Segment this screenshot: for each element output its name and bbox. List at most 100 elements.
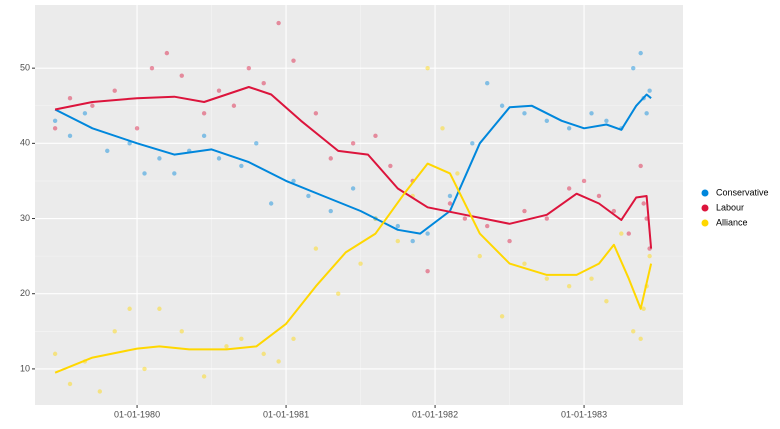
data-point (112, 329, 117, 334)
legend-label: Conservative (716, 187, 769, 197)
data-point (455, 171, 460, 176)
data-point (425, 231, 430, 236)
data-point (52, 126, 58, 131)
data-point (164, 50, 170, 56)
data-point (261, 80, 266, 86)
data-point (254, 141, 259, 146)
data-point (276, 20, 281, 26)
data-point (641, 201, 646, 206)
data-point (395, 223, 401, 229)
data-point (105, 148, 110, 154)
data-point (631, 329, 636, 334)
y-tick-label: 40 (20, 138, 30, 148)
data-point (410, 238, 415, 244)
data-point (328, 156, 333, 161)
data-point (67, 381, 73, 387)
data-point (638, 163, 643, 169)
data-point (447, 201, 453, 206)
data-point (231, 103, 237, 108)
data-point (522, 208, 527, 214)
x-tick-label: 01-01-1983 (561, 409, 607, 419)
legend-marker (701, 189, 709, 197)
data-point (447, 193, 453, 199)
data-point (157, 306, 162, 311)
data-point (641, 306, 646, 311)
data-point (239, 163, 244, 169)
data-point (276, 359, 281, 364)
data-point (201, 374, 207, 379)
data-point (179, 73, 184, 78)
data-point (566, 284, 572, 289)
data-point (544, 118, 550, 123)
y-tick-label: 30 (20, 213, 30, 223)
data-point (499, 103, 505, 108)
x-tick-label: 01-01-1981 (263, 409, 309, 419)
data-point (440, 126, 445, 131)
data-point (566, 126, 572, 131)
data-point (611, 208, 617, 214)
data-point (127, 141, 132, 146)
data-point (82, 111, 88, 116)
data-point (291, 336, 296, 342)
data-point (544, 276, 550, 281)
data-point (462, 216, 468, 221)
data-point (507, 238, 512, 244)
data-point (291, 58, 296, 63)
data-point (544, 216, 550, 221)
data-point (647, 253, 652, 259)
data-point (581, 178, 587, 184)
data-point (313, 246, 319, 251)
data-point (619, 231, 624, 236)
data-point (261, 351, 266, 357)
smooth-line (54, 93, 652, 235)
data-point (395, 238, 401, 244)
data-point (477, 253, 482, 259)
data-point (336, 291, 341, 296)
data-point (142, 366, 147, 372)
data-point (67, 133, 73, 139)
data-point (425, 268, 430, 274)
data-point (631, 65, 636, 71)
data-point (522, 261, 527, 266)
data-point (373, 133, 378, 139)
data-point (224, 344, 229, 349)
y-tick-label: 20 (20, 288, 30, 298)
data-point (157, 156, 162, 161)
data-point (313, 111, 319, 116)
data-point (239, 336, 244, 342)
data-point (149, 65, 155, 71)
y-tick-label: 50 (20, 63, 30, 73)
data-point (328, 208, 333, 214)
data-point (638, 336, 643, 342)
legend-label: Labour (716, 202, 744, 212)
data-point (306, 193, 311, 199)
data-point (90, 103, 95, 108)
data-point (291, 178, 296, 184)
legend-label: Alliance (716, 217, 748, 227)
x-tick-label: 01-01-1982 (412, 409, 458, 419)
legend-marker (701, 219, 709, 227)
smooth-line (54, 162, 653, 374)
legend-marker (701, 204, 709, 212)
data-point (499, 314, 505, 319)
data-point (52, 351, 58, 357)
data-point (358, 261, 363, 266)
data-point (350, 186, 356, 191)
data-point (179, 329, 184, 334)
data-point (425, 65, 430, 71)
y-tick-label: 10 (20, 363, 30, 373)
plot-panel (35, 5, 683, 405)
data-point (638, 50, 643, 56)
data-point (52, 118, 58, 123)
data-point (112, 88, 117, 93)
data-point (604, 299, 609, 304)
smooth-line (54, 86, 653, 249)
data-point (216, 88, 222, 93)
data-point (172, 171, 177, 176)
data-point (201, 111, 207, 116)
data-point (644, 111, 649, 116)
data-point (626, 231, 631, 236)
data-point (647, 88, 652, 93)
data-point (216, 156, 222, 161)
